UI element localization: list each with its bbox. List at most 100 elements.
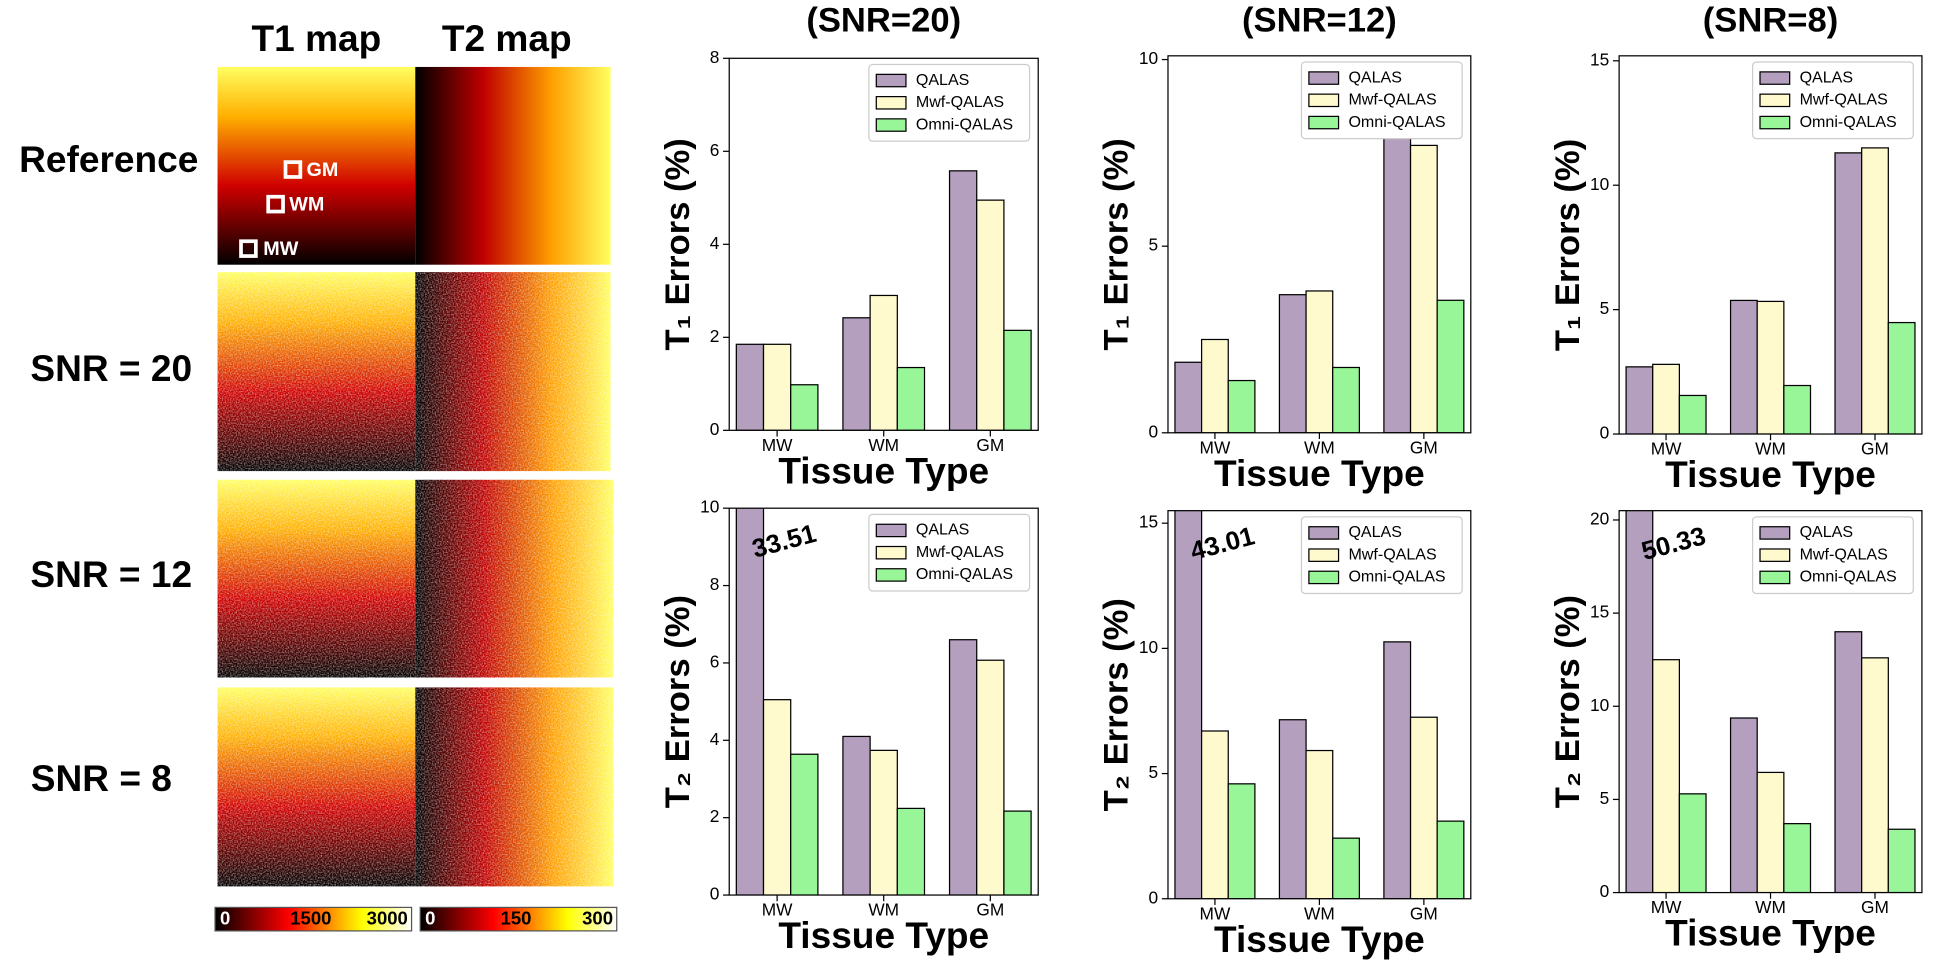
legend-swatch (875, 568, 907, 582)
y-axis-label: T₂ Errors (%) (659, 595, 697, 808)
x-tick-label: GM (976, 435, 1004, 455)
bar (735, 343, 765, 431)
bar (1729, 299, 1758, 435)
y-tick-label: 0 (1600, 881, 1610, 901)
bar (1436, 820, 1465, 899)
x-axis-label: Tissue Type (778, 449, 989, 491)
legend-box (868, 513, 1031, 592)
colorbar-label: 1500 (290, 908, 331, 929)
y-axis-label: T₂ Errors (%) (1098, 598, 1136, 811)
y-tick-label: 10 (1139, 637, 1158, 657)
bars (1174, 510, 1465, 899)
legend-label: Mwf-QALAS (1348, 91, 1436, 109)
bar (1003, 329, 1032, 431)
bar (869, 749, 898, 896)
bar (1332, 366, 1360, 433)
y-tick-label: 0 (710, 419, 720, 439)
legend-swatch (1308, 115, 1340, 130)
x-tick-label: MW (762, 900, 793, 920)
bar (1861, 657, 1889, 893)
x-tick-label: GM (1410, 903, 1438, 923)
y-axis-label: T₁ Errors (%) (1098, 138, 1136, 350)
legend-swatch (1759, 93, 1791, 108)
bars (735, 170, 1032, 431)
legend-label: Mwf-QALAS (1800, 91, 1888, 109)
y-tick-label: 15 (1590, 602, 1609, 622)
bars (1625, 510, 1916, 893)
roi-label: WM (289, 194, 324, 216)
y-tick-label: 10 (700, 497, 719, 517)
legend-swatch (875, 545, 907, 560)
x-axis-label: Tissue Type (778, 914, 989, 956)
y-tick-label: 10 (1139, 48, 1158, 68)
bar (1227, 783, 1256, 899)
x-tick-label: WM (1755, 439, 1786, 459)
y-axis-label: T₁ Errors (%) (1549, 139, 1587, 351)
bars (1174, 107, 1465, 433)
colorbar-label: 300 (582, 908, 613, 929)
legend-swatch (1759, 548, 1791, 562)
noise (217, 479, 614, 678)
x-tick-label: WM (868, 435, 899, 455)
bar (896, 807, 926, 896)
y-tick-label: 20 (1590, 509, 1609, 529)
roi-label: MW (263, 238, 298, 260)
legend-box (1751, 61, 1914, 140)
bar (762, 343, 792, 431)
legend-swatch (1308, 71, 1340, 85)
legend-swatch (1308, 93, 1340, 108)
column-title: T2 map (442, 17, 572, 59)
bar (1783, 823, 1812, 893)
bar (1200, 338, 1229, 433)
map-panel: GM WM MW T1 map T2 map Reference SNR = 2… (19, 17, 618, 932)
legend-swatch (1759, 526, 1791, 540)
column-title: T1 map (252, 17, 382, 59)
bar (869, 294, 898, 431)
bar (1278, 719, 1307, 899)
legend-swatch (1759, 71, 1791, 85)
legend-label: Omni-QALAS (916, 115, 1013, 133)
x-axis-label: Tissue Type (1214, 452, 1425, 494)
y-tick-label: 8 (710, 47, 720, 67)
legend-swatch (875, 95, 907, 110)
plot-frame (728, 57, 1039, 431)
legend-box (1751, 516, 1914, 595)
bars (1625, 147, 1916, 435)
row-label: SNR = 8 (31, 757, 172, 799)
legend-label: Omni-QALAS (1800, 113, 1897, 131)
x-axis-label: Tissue Type (1665, 912, 1876, 954)
legend-label: QALAS (1348, 523, 1402, 541)
t1-map (217, 66, 416, 265)
plot-frame (1618, 55, 1923, 435)
chart-title: (SNR=8) (1703, 2, 1839, 40)
legend-swatch (1759, 115, 1791, 130)
legend-swatch (875, 73, 907, 88)
plot-frame (1167, 510, 1472, 900)
bar (1834, 631, 1863, 893)
colorbar-label: 0 (425, 908, 435, 929)
noise (217, 687, 614, 887)
legend-label: Mwf-QALAS (1800, 545, 1888, 563)
legend-label: QALAS (1800, 523, 1854, 541)
x-axis-label: Tissue Type (1665, 453, 1876, 495)
x-tick-label: GM (1861, 897, 1889, 917)
bar (1332, 837, 1360, 899)
noise (217, 272, 611, 472)
bar (1409, 716, 1438, 899)
y-tick-label: 4 (710, 233, 720, 253)
y-tick-label: 10 (1590, 174, 1609, 194)
y-tick-label: 0 (1600, 423, 1610, 443)
bar (1174, 361, 1203, 433)
bar (948, 639, 978, 896)
bar (1834, 152, 1863, 435)
bar (1383, 641, 1412, 899)
y-tick-label: 5 (1148, 762, 1158, 782)
plot-frame (728, 507, 1039, 896)
x-tick-label: GM (1861, 439, 1889, 459)
bar (1174, 510, 1203, 899)
bar (1652, 659, 1680, 893)
bar (1383, 107, 1412, 433)
